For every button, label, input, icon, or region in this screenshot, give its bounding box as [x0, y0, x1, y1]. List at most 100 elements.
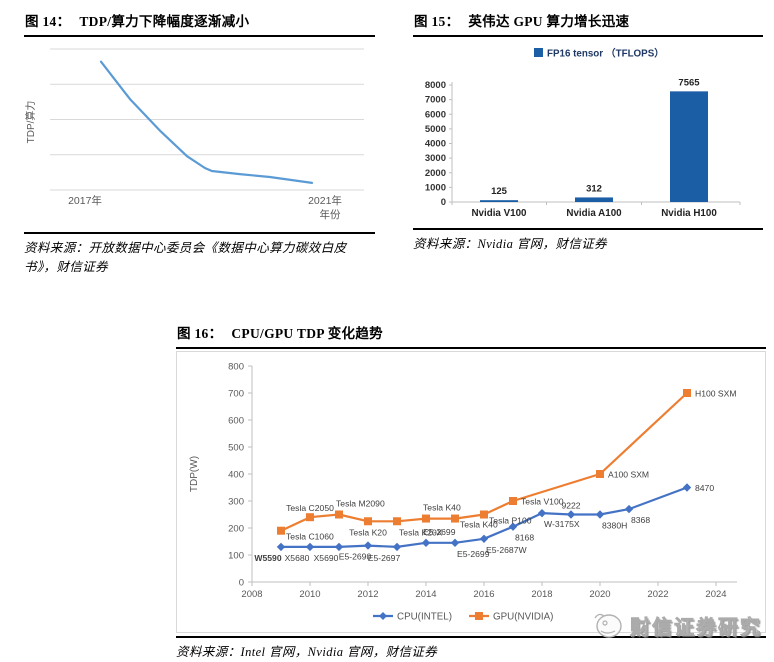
data-point-label: X5680 — [285, 553, 310, 563]
x-tick-label: 2021年 — [308, 194, 342, 207]
legend-label: CPU(INTEL) — [397, 612, 452, 623]
y-tick-label: 0 — [239, 578, 244, 589]
y-tick-label: 500 — [228, 443, 244, 454]
data-point-marker — [392, 542, 402, 552]
data-point-marker — [596, 470, 604, 478]
bar-nvidia-v100 — [480, 200, 518, 202]
x-tick-label: 2020 — [589, 589, 610, 600]
figure-16-title: 图 16： CPU/GPU TDP 变化趋势 — [176, 320, 766, 349]
data-point-marker — [393, 517, 401, 526]
figure-15-chart: FP16 tensor （TFLOPS） 0 1000 2000 3000 4000 500… — [425, 47, 741, 219]
x-tick-label: 2022 — [647, 589, 668, 600]
bar-value-label: 125 — [491, 186, 508, 197]
x-tick-label: 2008 — [241, 589, 262, 600]
watermark: 财信证券研究 — [591, 610, 762, 640]
legend-marker — [379, 612, 387, 620]
figure-16-title-text: CPU/GPU TDP 变化趋势 — [231, 326, 383, 341]
data-point-label: Tesla K20 — [349, 527, 387, 537]
data-point-label: 8380H — [602, 521, 627, 531]
data-point-label: 8168 — [515, 533, 534, 543]
bar-value-label: 7565 — [678, 77, 700, 88]
data-point-label: Tesla C1060 — [286, 532, 334, 542]
data-point-marker — [624, 504, 634, 514]
data-point-marker — [276, 542, 286, 552]
brand-logo-icon — [594, 613, 622, 638]
data-point-label: Tesla K40 — [460, 520, 498, 530]
data-point-label: Tesla V100 — [521, 497, 564, 507]
data-point-marker — [683, 389, 691, 397]
data-point-label: 8368 — [631, 515, 650, 525]
data-point-label: Tesla C2050 — [286, 503, 334, 513]
data-point-marker — [509, 497, 517, 505]
y-tick-label: 600 — [228, 416, 244, 427]
data-point-marker — [682, 483, 692, 492]
y-tick-label: 200 — [228, 524, 244, 535]
data-point-label: X5690 — [314, 553, 339, 563]
figure-16-number: 图 16： — [177, 326, 223, 341]
x-category-label: Nvidia V100 — [471, 208, 527, 219]
x-category-label: Nvidia A100 — [566, 208, 622, 219]
data-point-marker — [566, 510, 576, 519]
legend-swatch — [534, 48, 543, 57]
x-tick-label: 2012 — [357, 589, 378, 600]
figure-14-panel: 图 14： TDP/算力下降幅度逐渐减小 2017年 2021年 年份 TDP/算力 资… — [24, 8, 375, 278]
figure-15-divider — [413, 228, 763, 230]
data-point-marker — [364, 517, 372, 526]
data-point-marker — [335, 510, 343, 519]
x-tick-label: 2016 — [473, 589, 494, 600]
data-point-marker — [537, 508, 547, 518]
figure-14-divider — [24, 232, 375, 234]
data-point-label: 8470 — [695, 483, 714, 493]
x-tick-label: 2024 — [705, 589, 726, 600]
figure-15-title: 图 15： 英伟达 GPU 算力增长迅速 — [413, 8, 763, 37]
y-axis-title: TDP/算力 — [24, 101, 37, 144]
legend-marker — [475, 612, 483, 620]
y-tick-label: 6000 — [425, 109, 446, 120]
figure-15-panel: 图 15： 英伟达 GPU 算力增长迅速 FP16 tensor （TFLOPS）… — [413, 8, 763, 255]
x-axis-title: 年份 — [320, 208, 341, 221]
bar-nvidia-h100 — [670, 91, 708, 202]
y-tick-label: 8000 — [425, 80, 446, 91]
data-point-marker — [277, 526, 285, 535]
y-tick-label: 700 — [228, 389, 244, 400]
data-point-marker — [305, 542, 315, 552]
x-tick-label: 2017年 — [68, 194, 102, 207]
figure-14-source: 资料来源：开放数据中心委员会《数据中心算力碳效白皮书》，财信证券 — [24, 241, 347, 275]
figure-16-divider — [176, 636, 766, 638]
figure-15-title-text: 英伟达 GPU 算力增长迅速 — [468, 14, 630, 29]
figure-16-panel: 图 16： CPU/GPU TDP 变化趋势 0 100 200 300 400 500 60… — [176, 320, 766, 662]
data-point-label: E5-2687W — [486, 545, 527, 555]
data-point-marker — [450, 538, 460, 548]
figure-14-number: 图 14： — [25, 14, 71, 29]
x-category-label: Nvidia H100 — [661, 208, 717, 219]
data-point-label: Tesla K20X — [399, 527, 443, 537]
data-point-marker — [451, 514, 459, 523]
data-point-label: E5-2699 — [457, 549, 490, 559]
data-point-marker — [479, 534, 489, 543]
figure-15-source: 资料来源：Nvidia 官网，财信证券 — [413, 237, 608, 251]
data-point-label: W-3175X — [544, 519, 580, 529]
y-tick-label: 3000 — [425, 153, 446, 164]
data-point-label: W5590 — [254, 553, 281, 563]
data-point-label: 9222 — [561, 501, 580, 511]
data-point-label: E5-2697 — [368, 553, 401, 563]
data-point-marker — [480, 510, 488, 519]
y-tick-label: 4000 — [425, 139, 446, 150]
x-tick-label: 2014 — [415, 589, 436, 600]
watermark-text: 财信证券研究 — [630, 616, 762, 639]
legend-label: GPU(NVIDIA) — [493, 612, 553, 623]
data-point-marker — [421, 538, 431, 548]
data-point-label: H100 SXM — [695, 389, 737, 399]
data-point-label: E5-2690 — [339, 552, 372, 562]
bar-value-label: 312 — [586, 183, 602, 194]
y-tick-label: 5000 — [425, 124, 446, 135]
data-point-label: Tesla P100 — [489, 516, 532, 526]
figure-14-title-text: TDP/算力下降幅度逐渐减小 — [79, 14, 250, 29]
x-tick-label: 2010 — [299, 589, 320, 600]
x-tick-label: 2018 — [531, 589, 552, 600]
data-point-label: A100 SXM — [608, 470, 649, 480]
bar-nvidia-a100 — [575, 197, 613, 202]
data-point-marker — [306, 513, 314, 522]
tdp-per-compute-line — [99, 60, 314, 184]
